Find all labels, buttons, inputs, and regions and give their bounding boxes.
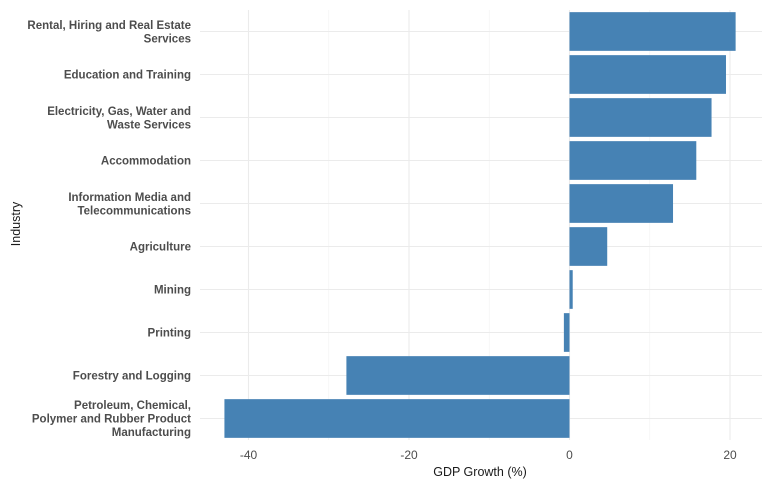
bars [224,12,736,438]
category-label: Information Media and Telecommunications [68,192,191,218]
bar [569,55,726,94]
category-label: Education and Training [64,70,191,82]
category-label: Petroleum, Chemical, Polymer and Rubber P… [32,400,191,439]
category-label: Forestry and Logging [73,371,191,383]
x-tick-labels: -40 -20 0 20 [240,448,737,462]
bar [569,270,573,309]
category-label: Mining [154,285,191,297]
bar [563,313,570,352]
bar [569,98,712,137]
category-label: Electricity, Gas, Water and Waste Service… [47,106,191,132]
x-tick-label: -20 [400,448,418,462]
category-label: Rental, Hiring and Real Estate Services [27,20,191,46]
bar [224,399,570,438]
x-tick-label: 20 [723,448,737,462]
category-label: Printing [148,328,191,340]
category-label: Agriculture [130,242,191,254]
y-axis-title: Industry [9,201,23,246]
bar [346,356,570,395]
category-labels: Rental, Hiring and Real Estate Services Ed… [27,20,191,439]
category-label: Accommodation [101,156,191,168]
bar [569,12,736,51]
bar [569,227,608,266]
x-axis-title: GDP Growth (%) [433,465,527,479]
x-tick-label: -40 [240,448,258,462]
bar [569,184,674,223]
x-tick-label: 0 [566,448,573,462]
bar [569,141,697,180]
